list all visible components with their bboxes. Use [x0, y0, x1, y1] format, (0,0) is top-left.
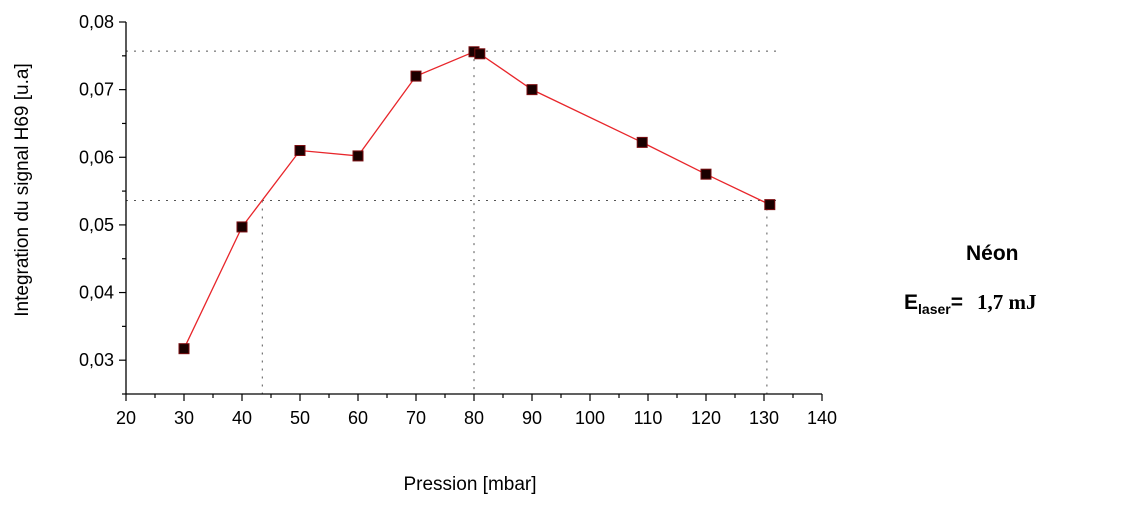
data-point-marker [526, 84, 538, 96]
data-point-marker [410, 70, 422, 82]
y-tick-label: 0,04 [79, 283, 114, 303]
x-tick-label: 130 [749, 408, 779, 428]
energy-equals: = [950, 291, 963, 314]
x-tick-label: 110 [634, 408, 663, 428]
data-point-marker [764, 199, 776, 211]
x-tick-label: 20 [116, 408, 136, 428]
x-tick-label: 40 [232, 408, 252, 428]
axes: 20 30 40 50 60 70 80 90 100 110 120 130 140 0,03 0,04 0… [79, 12, 837, 428]
energy-subscript: laser [918, 301, 951, 317]
energy-symbol: E [904, 291, 919, 314]
y-tick-label: 0,07 [79, 80, 114, 100]
data-point-marker [352, 150, 364, 162]
reference-lines [126, 50, 782, 394]
data-point-marker [636, 136, 648, 148]
energy-value: 1,7 mJ [976, 290, 1037, 314]
x-tick-label: 80 [464, 408, 484, 428]
y-tick-label: 0,05 [79, 215, 114, 235]
x-tick-label: 70 [406, 408, 426, 428]
y-tick-label: 0,03 [79, 350, 114, 370]
data-point-marker [178, 343, 190, 355]
x-tick-label: 120 [691, 408, 721, 428]
data-point-marker [236, 221, 248, 233]
y-axis-label: Integration du signal H69 [u.a] [12, 63, 33, 317]
x-tick-label: 90 [522, 408, 542, 428]
data-markers [178, 46, 776, 355]
y-tick-label: 0,08 [79, 12, 114, 32]
x-tick-label: 140 [807, 408, 837, 428]
x-tick-label: 60 [348, 408, 368, 428]
gas-label: Néon [966, 242, 1019, 265]
annotation-box: Néon Elaser= 1,7 mJ [880, 232, 1110, 342]
x-tick-label: 50 [290, 408, 310, 428]
x-tick-label: 100 [575, 408, 605, 428]
x-tick-label: 30 [174, 408, 194, 428]
y-tick-label: 0,06 [79, 147, 114, 167]
x-axis-label: Pression [mbar] [403, 474, 536, 495]
data-point-marker [474, 48, 486, 60]
data-point-marker [700, 168, 712, 180]
data-point-marker [294, 145, 306, 157]
laser-energy-label: Elaser= 1,7 mJ [904, 290, 1037, 317]
